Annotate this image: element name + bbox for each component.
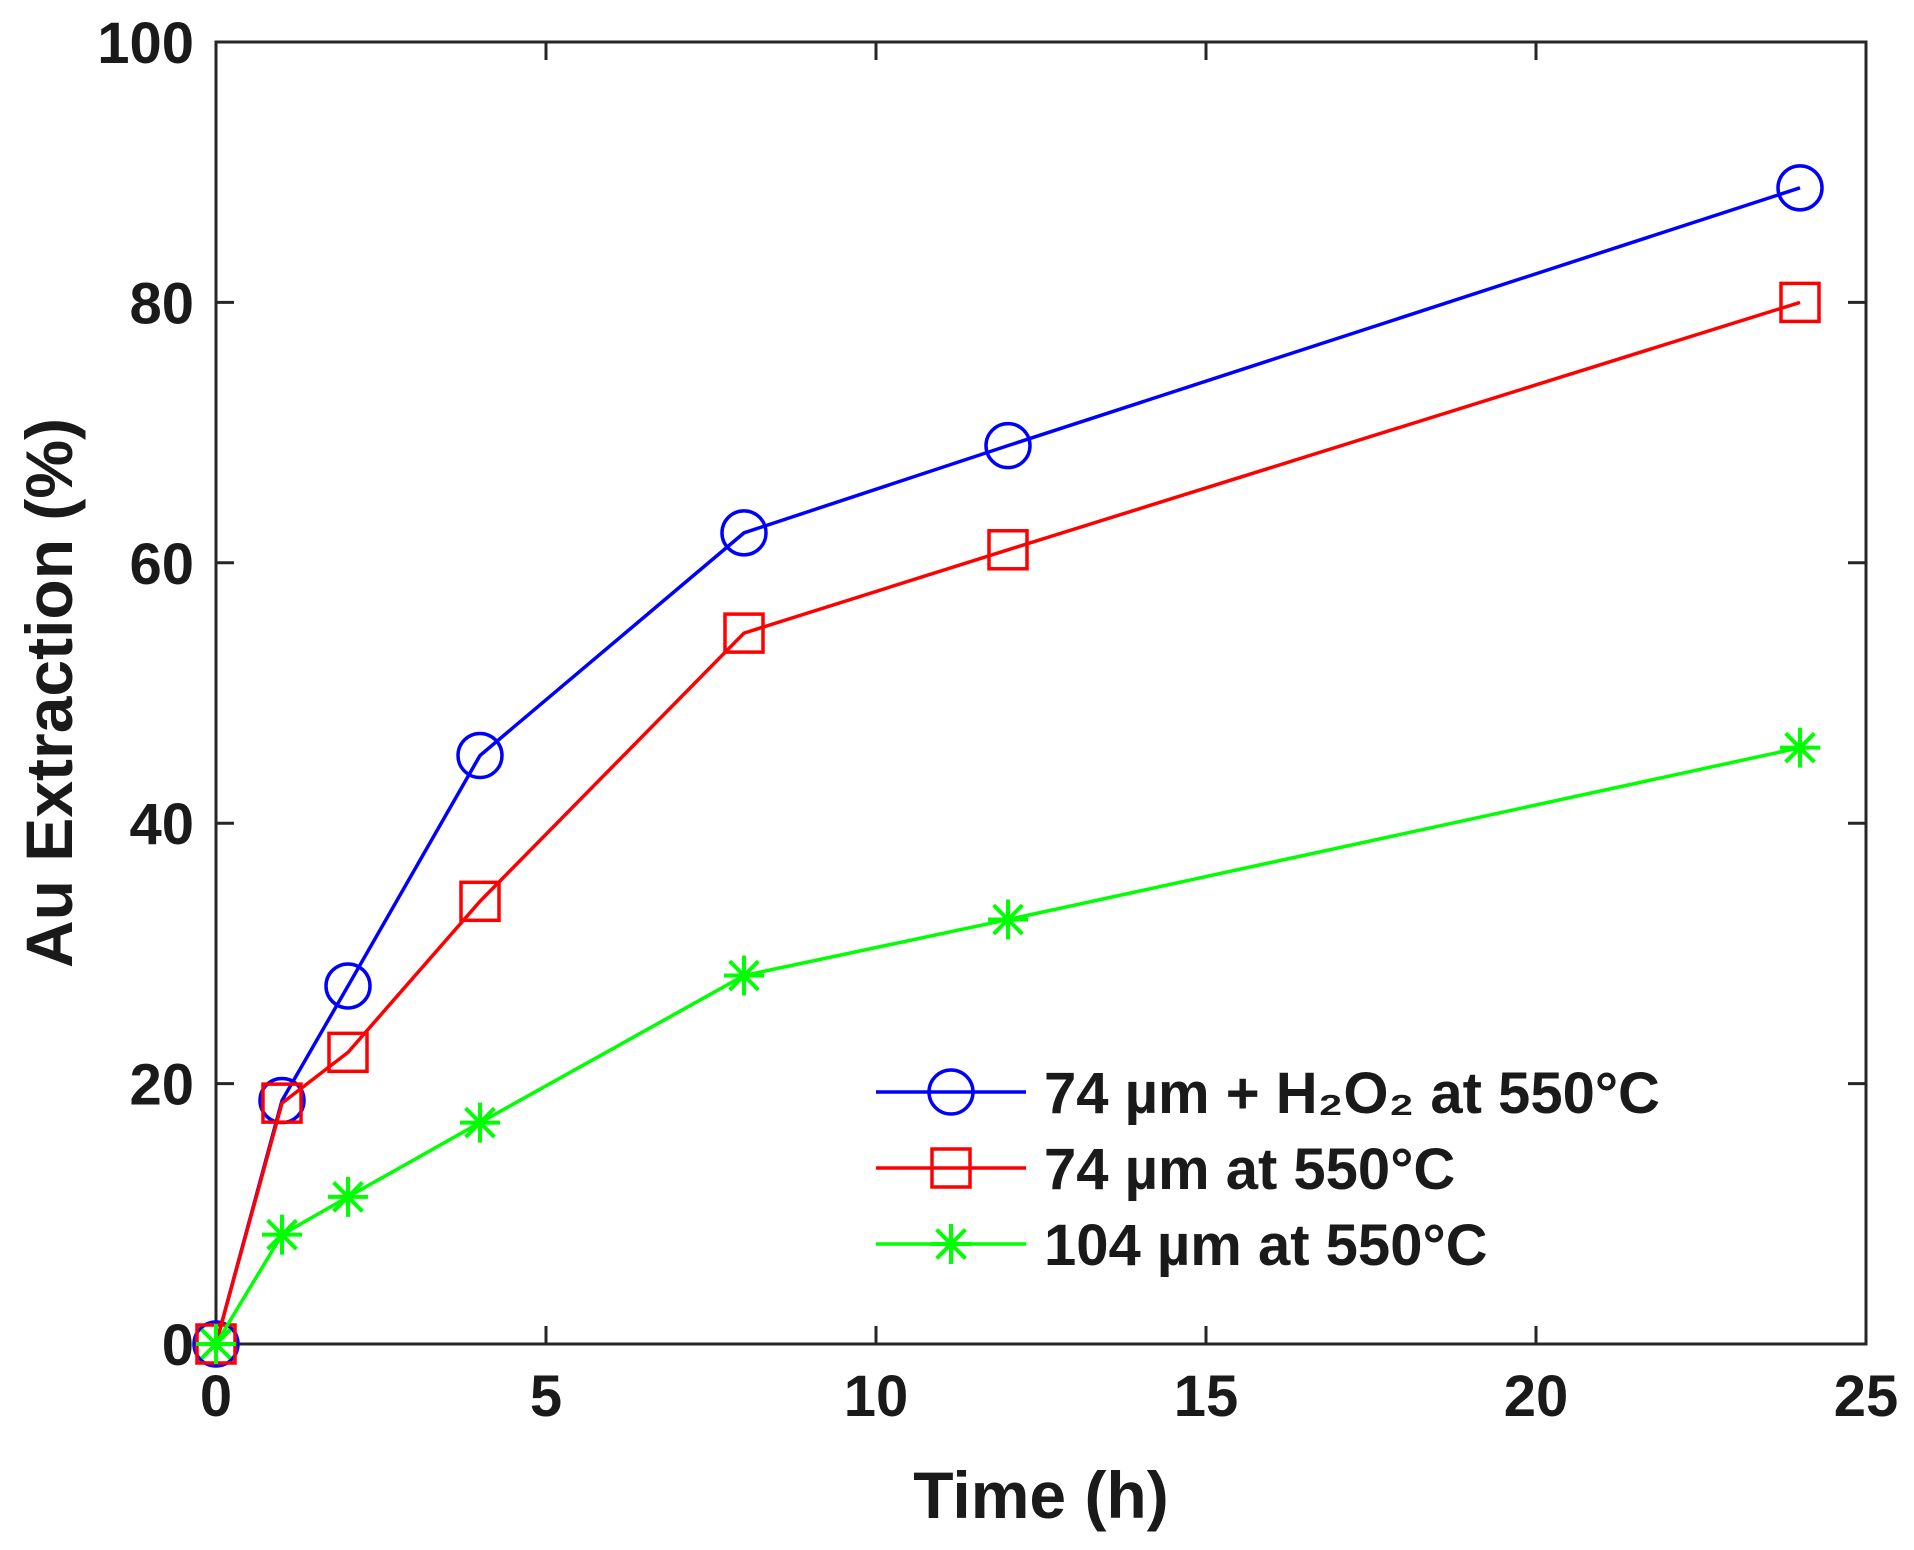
x-tick-label: 20 xyxy=(1504,1364,1569,1429)
legend-label-3: 104 µm at 550°C xyxy=(1044,1213,1488,1278)
legend-marker-2 xyxy=(930,1147,972,1189)
series-1-point xyxy=(1776,164,1824,212)
plot-area: 0 5 10 15 20 25 0 20 40 60 80 100 xyxy=(97,11,1898,1429)
x-tick-label: 5 xyxy=(530,1364,562,1429)
axes-box xyxy=(214,40,1868,1346)
x-tick-label: 15 xyxy=(1174,1364,1239,1429)
legend: 74 µm + H₂O₂ at 550°C 74 µm at 550°C 104 µ… xyxy=(876,1061,1660,1278)
series-3-point xyxy=(262,1214,302,1255)
series-1-point xyxy=(720,509,768,557)
x-tick-label: 25 xyxy=(1834,1364,1899,1429)
series-3-point xyxy=(1780,727,1820,768)
y-tick-label: 40 xyxy=(129,792,194,857)
series-1-point xyxy=(192,1320,240,1368)
legend-marker-3 xyxy=(931,1224,971,1264)
series-line-3 xyxy=(214,745,1801,1345)
series-1-point xyxy=(456,731,504,780)
y-tick-label: 80 xyxy=(129,271,194,336)
star-marker-strokes xyxy=(1780,727,1820,768)
y-tick-label: 0 xyxy=(162,1313,194,1378)
series-3-point xyxy=(724,955,764,996)
star-marker-strokes xyxy=(931,1224,971,1264)
series-2-point xyxy=(723,612,765,654)
series-line-2 xyxy=(214,300,1801,1345)
y-tick-label: 100 xyxy=(97,11,194,76)
series-2-point xyxy=(459,880,501,923)
star-marker-strokes xyxy=(460,1102,500,1143)
y-tick-label: 20 xyxy=(129,1053,194,1118)
x-tick-label: 10 xyxy=(844,1364,909,1429)
star-marker-strokes xyxy=(262,1214,302,1255)
star-marker-strokes xyxy=(724,955,764,996)
series-1-point xyxy=(324,962,372,1010)
legend-label-2: 74 µm at 550°C xyxy=(1044,1137,1455,1202)
series-line-1 xyxy=(214,186,1801,1345)
series-2-point xyxy=(987,529,1029,571)
star-marker-strokes xyxy=(196,1324,236,1364)
x-axis-label: Time (h) xyxy=(913,1458,1168,1532)
y-tick-label: 60 xyxy=(129,532,194,597)
series-3-point xyxy=(460,1102,500,1143)
star-marker-strokes xyxy=(988,899,1028,940)
series-3-point xyxy=(328,1176,368,1217)
x-tick-label: 0 xyxy=(200,1364,232,1429)
series-3-point xyxy=(196,1324,236,1364)
series-2-point xyxy=(261,1082,303,1124)
series-2-point xyxy=(327,1031,369,1074)
y-axis-label: Au Extraction (%) xyxy=(12,418,86,968)
star-marker-strokes xyxy=(328,1176,368,1217)
series-2-point xyxy=(1779,281,1821,324)
series-1-point xyxy=(984,421,1032,470)
series-3-point xyxy=(988,899,1028,940)
legend-label-1: 74 µm + H₂O₂ at 550°C xyxy=(1044,1061,1660,1126)
legend-marker-1 xyxy=(927,1068,975,1116)
